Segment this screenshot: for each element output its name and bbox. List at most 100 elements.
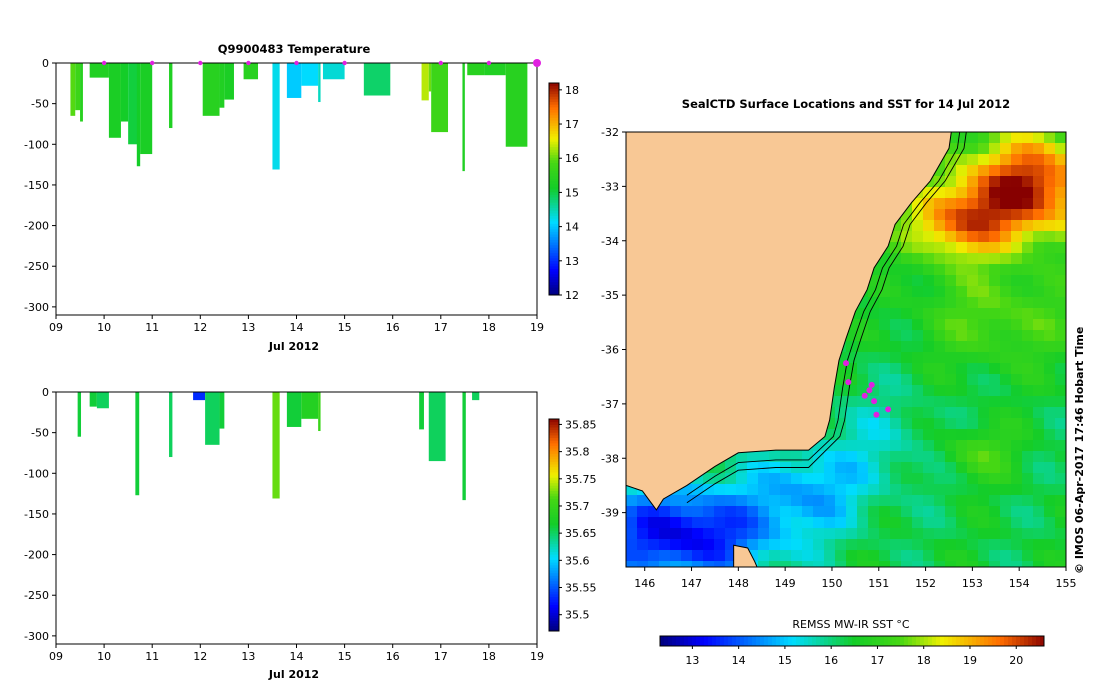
colorbar-cell: [884, 636, 889, 646]
sst-cell: [802, 528, 814, 540]
sst-cell: [1011, 308, 1023, 320]
sst-cell: [758, 550, 770, 562]
sst-cell: [879, 319, 891, 331]
sst-cell: [1011, 297, 1023, 309]
sst-cell: [1000, 242, 1012, 254]
sst-cell: [1044, 440, 1056, 452]
sst-cell: [758, 451, 770, 463]
sst-cell: [846, 473, 858, 485]
sst-cell: [868, 407, 880, 419]
sst-cell: [1000, 165, 1012, 177]
sst-cell: [956, 209, 968, 221]
colorbar-cell: [1028, 636, 1033, 646]
y-tick-label: -150: [24, 179, 49, 192]
sst-cell: [978, 495, 990, 507]
sst-cell: [901, 418, 913, 430]
lon-tick-label: 146: [634, 577, 655, 590]
colorbar-cell: [908, 636, 913, 646]
sst-cell: [648, 517, 660, 529]
sst-cell: [967, 275, 979, 287]
sst-cell: [626, 561, 638, 568]
sst-cell: [901, 440, 913, 452]
colorbar-cell: [549, 170, 559, 174]
sst-cell: [1022, 308, 1034, 320]
sst-cell: [890, 429, 902, 441]
sst-cell: [978, 132, 990, 144]
sst-cell: [989, 176, 1001, 188]
colorbar-cell: [1004, 636, 1009, 646]
sst-cell: [725, 528, 737, 540]
sst-cell: [857, 462, 869, 474]
colorbar-tick-label: 35.7: [565, 500, 590, 513]
sst-cell: [945, 363, 957, 375]
sst-cell: [846, 451, 858, 463]
sst-cell: [978, 253, 990, 265]
sst-cell: [670, 539, 682, 551]
sst-cell: [1022, 231, 1034, 243]
colorbar-cell: [549, 503, 559, 507]
sst-cell: [890, 253, 902, 265]
sst-cell: [1033, 385, 1045, 397]
sst-cell: [1022, 154, 1034, 166]
colorbar-cell: [892, 636, 897, 646]
sst-cell: [1055, 550, 1067, 562]
colorbar-cell: [549, 538, 559, 542]
sst-cell: [901, 462, 913, 474]
sst-cell: [714, 539, 726, 551]
sst-cell: [1022, 143, 1034, 155]
sst-cell: [670, 506, 682, 518]
colorbar-cell: [549, 189, 559, 193]
x-tick-label: 15: [338, 650, 352, 663]
salinity-colorbar: 35.5 35.55 35.6 35.65 35.7 35.75 35.8 35.85: [548, 418, 597, 632]
sst-cell: [978, 143, 990, 155]
sst-cell: [967, 495, 979, 507]
sst-cell: [956, 484, 968, 496]
sst-cell: [890, 385, 902, 397]
profile-bar: [318, 63, 321, 103]
colorbar-cell: [549, 466, 559, 470]
colorbar-cell: [936, 636, 941, 646]
profile-bar: [202, 63, 220, 116]
colorbar-cell: [549, 548, 559, 552]
sst-cell: [901, 319, 913, 331]
profile-bar: [272, 63, 280, 170]
colorbar-cell: [549, 263, 559, 267]
sst-cell: [945, 297, 957, 309]
sst-cell: [912, 440, 924, 452]
sst-cell: [978, 539, 990, 551]
sst-cell: [725, 506, 737, 518]
sst-cell: [912, 506, 924, 518]
sst-cell: [967, 451, 979, 463]
sst-cell: [1000, 418, 1012, 430]
sst-cell: [956, 253, 968, 265]
sst-cell: [1000, 286, 1012, 298]
colorbar-cell: [549, 279, 559, 283]
sst-cell: [956, 176, 968, 188]
surface-marker: [294, 60, 299, 66]
colorbar-cell: [549, 617, 559, 621]
colorbar-cell: [549, 522, 559, 526]
sst-cell: [956, 495, 968, 507]
sst-cell: [813, 451, 825, 463]
sst-cell: [923, 308, 935, 320]
profile-bar: [89, 392, 97, 407]
colorbar-cell: [768, 636, 773, 646]
sst-cell: [1000, 308, 1012, 320]
y-tick-label: -50: [31, 98, 49, 111]
colorbar-cell: [549, 434, 559, 439]
sst-cell: [824, 440, 836, 452]
sst-cell: [967, 385, 979, 397]
sst-cell: [659, 517, 671, 529]
sst-cell: [945, 286, 957, 298]
sst-cell: [901, 352, 913, 364]
colorbar-cell: [549, 532, 559, 537]
sst-cell: [703, 506, 715, 518]
sst-cell: [967, 473, 979, 485]
sst-cell: [1055, 176, 1067, 188]
sst-cell: [747, 495, 759, 507]
sst-cell: [1055, 440, 1067, 452]
colorbar-cell: [1000, 636, 1005, 646]
sst-cell: [901, 517, 913, 529]
x-tick-label: 09: [49, 321, 63, 334]
